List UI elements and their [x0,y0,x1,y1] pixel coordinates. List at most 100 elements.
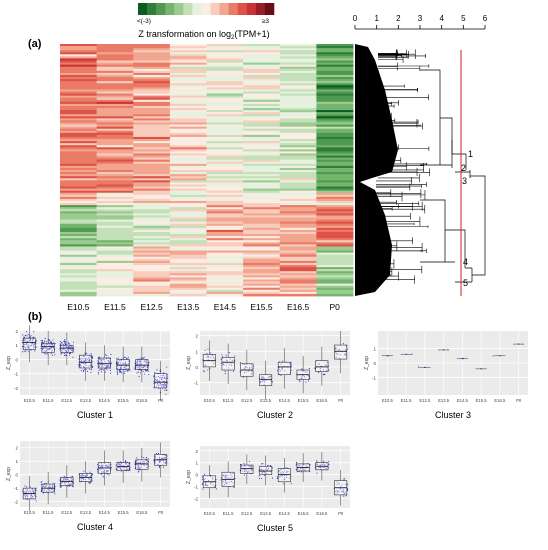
data-point [309,464,311,466]
data-point [24,339,26,341]
data-point [253,365,255,367]
y-tick-label: 0 [15,357,18,362]
box [22,337,36,350]
heatmap-cell [243,258,281,262]
data-point [137,371,139,373]
heatmap-cell [96,174,134,177]
data-point [53,342,55,344]
heatmap-cell [60,68,98,72]
heatmap-cell [169,180,207,183]
heatmap-cell [316,165,354,169]
heatmap-cell [169,217,207,220]
heatmap-cell [279,93,317,97]
heatmap-cell [206,145,244,148]
data-point [326,370,328,372]
data-point [86,352,88,354]
heatmap-cell [206,132,244,136]
data-point [258,475,260,477]
heatmap-cell [169,256,207,260]
heatmap-cell [133,62,171,66]
heatmap-cell [316,238,354,241]
heatmap-cell [206,281,244,285]
data-point [234,355,236,357]
heatmap-cell [206,227,244,231]
data-point [67,477,69,479]
heatmap-cell [60,79,98,82]
heatmap-cell [169,116,207,119]
x-tick-label: E14.5 [99,510,111,515]
data-point [162,374,164,377]
heatmap-cell [279,58,317,61]
data-point [411,353,413,355]
data-point [334,347,336,349]
heatmap-cell [316,77,354,80]
heatmap-cell [206,223,244,227]
heatmap-cell [279,198,317,202]
y-tick-label: 1 [373,346,376,351]
data-point [49,348,51,351]
dendrogram-branch [376,265,423,274]
heatmap-cell [60,124,98,128]
heatmap-cell [133,134,171,138]
data-point [52,344,54,346]
heatmap-cell [206,289,244,293]
data-point [108,360,110,362]
heatmap-cell [243,240,281,243]
heatmap-cell [133,128,171,132]
data-point [31,497,33,499]
heatmap-cell [316,116,354,119]
data-point [47,348,49,351]
heatmap-cell [96,221,134,225]
heatmap-cell [316,46,354,49]
box [116,359,130,370]
data-point [83,356,85,358]
data-point [64,349,66,351]
data-point [98,364,100,366]
heatmap-cell [206,244,244,247]
heatmap-cell [96,46,134,49]
data-point [24,340,26,342]
heatmap-cell [133,95,171,99]
data-point [34,350,36,352]
heatmap-cell [60,136,98,140]
x-tick-label: E11.5 [43,398,54,403]
heatmap-cell [96,147,134,150]
heatmap-cell [279,91,317,94]
heatmap-cell [206,85,244,88]
data-point [162,376,164,379]
data-point [224,373,226,375]
data-point [91,366,93,369]
heatmap-cell [169,213,207,216]
y-tick-label: -1 [194,485,198,490]
heatmap-cell [60,66,98,70]
heatmap-cell [96,44,134,47]
heatmap-cell [60,281,98,285]
heatmap-cell [169,147,207,150]
heatmap-cell [316,194,354,198]
heatmap-cell [243,200,281,204]
data-point [299,381,301,383]
data-point [129,469,131,471]
heatmap-cell [169,48,207,51]
heatmap-cell [169,120,207,123]
heatmap-cell [206,149,244,152]
heatmap-cell [96,72,134,76]
data-point [59,344,61,347]
data-point [54,342,56,344]
heatmap-cell [243,44,281,47]
data-point [46,341,48,343]
data-point [79,366,82,368]
heatmap-cell [133,70,171,74]
data-point [31,489,33,491]
data-point [283,370,285,372]
heatmap-cell [243,252,281,256]
data-point [102,475,104,477]
heatmap-cell [316,54,354,57]
data-point [44,482,46,484]
heatmap-cell [206,234,244,237]
heatmap-cell [60,221,98,225]
heatmap-cell [133,141,171,144]
heatmap-cell [279,215,317,218]
heatmap-cell [96,205,134,208]
heatmap-cell [60,77,98,80]
